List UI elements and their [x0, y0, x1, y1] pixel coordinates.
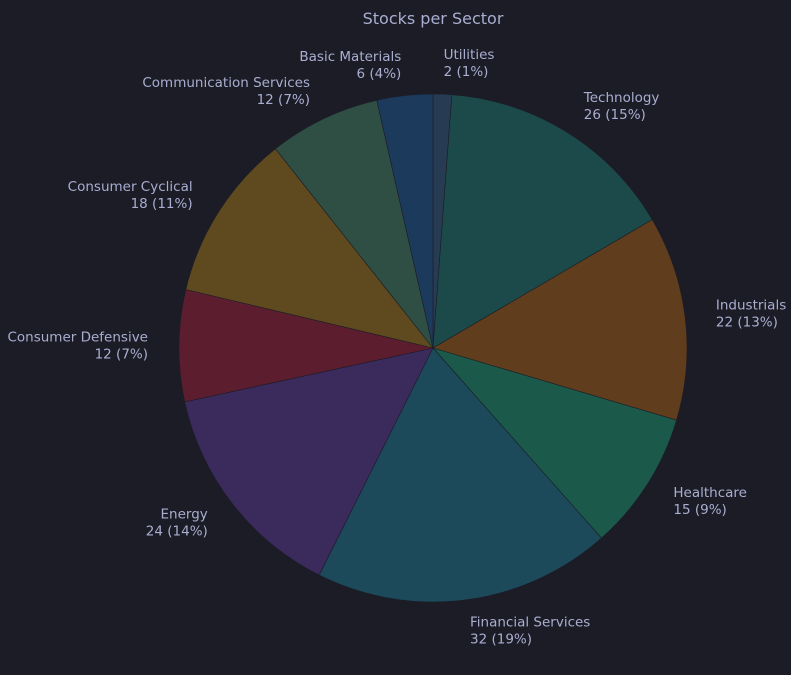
slice-label-financial-services: Financial Services 32 (19%) [470, 615, 590, 648]
slice-value: 32 (19%) [470, 632, 532, 648]
slice-name: Utilities [444, 47, 495, 63]
slice-value: 12 (7%) [257, 92, 310, 108]
slice-value: 22 (13%) [716, 315, 778, 331]
slice-label-consumer-defensive: Consumer Defensive 12 (7%) [7, 329, 148, 362]
pie-slice-energy [184, 347, 434, 576]
pie-slice-healthcare [432, 347, 677, 539]
slice-name: Healthcare [673, 485, 747, 501]
pie-slice-industrials [432, 219, 688, 421]
pie-slices [178, 93, 688, 603]
pie-slice-financial-services [318, 347, 602, 603]
slice-name: Industrials [716, 298, 786, 314]
slice-label-industrials: Industrials 22 (13%) [716, 298, 786, 331]
slice-name: Consumer Cyclical [68, 179, 193, 195]
slice-label-utilities: Utilities 2 (1%) [444, 47, 495, 80]
pie-slice-consumer-cyclical [185, 148, 434, 349]
slice-label-technology: Technology 26 (15%) [583, 90, 660, 123]
pie-slice-communication-services [275, 99, 434, 349]
chart-title: Stocks per Sector [363, 9, 504, 28]
slice-value: 26 (15%) [584, 107, 646, 123]
pie-slice-basic-materials [376, 93, 434, 349]
slice-label-basic-materials: Basic Materials 6 (4%) [299, 49, 401, 82]
pie-slice-technology [432, 94, 653, 349]
slice-value: 12 (7%) [95, 346, 148, 362]
slice-label-energy: Energy 24 (14%) [146, 507, 208, 540]
slice-name: Financial Services [470, 615, 590, 631]
slice-name: Technology [583, 90, 660, 106]
pie-slice-consumer-defensive [178, 289, 434, 403]
slice-name: Energy [161, 507, 208, 523]
slice-value: 24 (14%) [146, 524, 208, 540]
slice-name: Consumer Defensive [7, 329, 148, 345]
slice-label-healthcare: Healthcare 15 (9%) [673, 485, 747, 518]
slice-value: 2 (1%) [444, 64, 489, 80]
slice-name: Basic Materials [299, 49, 401, 65]
slice-label-consumer-cyclical: Consumer Cyclical 18 (11%) [68, 179, 193, 212]
slice-name: Communication Services [142, 75, 310, 91]
slice-value: 15 (9%) [673, 502, 726, 518]
slice-value: 6 (4%) [356, 66, 401, 82]
slice-value: 18 (11%) [131, 196, 193, 212]
slice-labels: Utilities 2 (1%) Technology 26 (15%) Industr… [7, 47, 786, 647]
slice-label-communication-services: Communication Services 12 (7%) [142, 75, 310, 108]
